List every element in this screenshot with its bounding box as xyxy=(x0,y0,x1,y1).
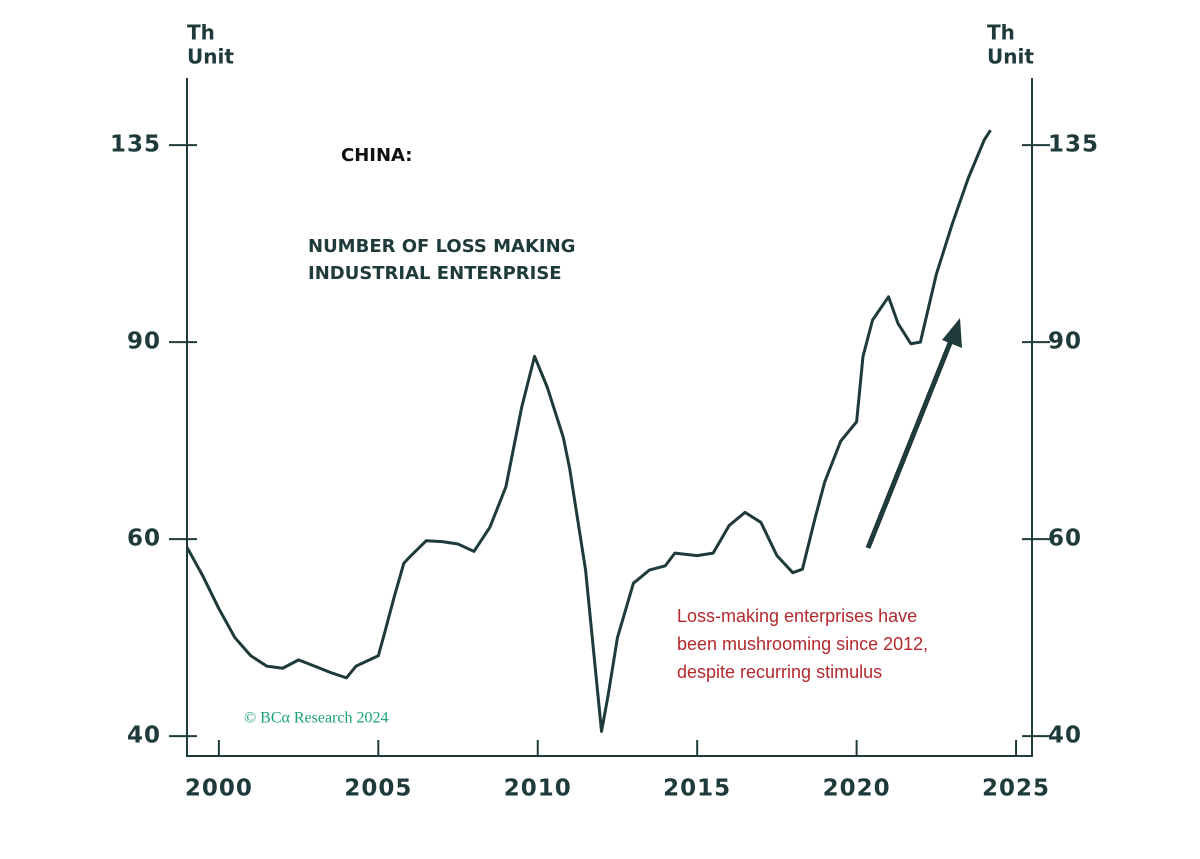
x-tick-label: 2005 xyxy=(344,776,412,802)
arrow-head xyxy=(942,318,962,348)
chart-title: CHINA: xyxy=(341,145,413,166)
y2-tick-label: 135 xyxy=(1048,132,1099,158)
y-label: Unit xyxy=(187,45,234,69)
y2-tick-label: 40 xyxy=(1048,723,1082,749)
x-tick-label: 2015 xyxy=(663,776,731,802)
annotation: Loss-making enterprises have xyxy=(677,606,917,626)
y2-tick-label: 90 xyxy=(1048,329,1082,355)
data-line xyxy=(185,129,992,733)
y2-label: Th xyxy=(987,21,1015,45)
axes xyxy=(186,78,1033,757)
subtitle: NUMBER OF LOSS MAKING xyxy=(308,236,575,257)
y-tick-label: 135 xyxy=(110,132,161,158)
y2-label: Unit xyxy=(987,45,1034,69)
source: © BCα Research 2024 xyxy=(244,710,389,727)
x-tick-label: 2025 xyxy=(982,776,1050,802)
trend-arrow xyxy=(865,318,962,549)
arrow-shaft xyxy=(865,337,955,549)
y-tick-label: 90 xyxy=(127,329,161,355)
annotation: been mushrooming since 2012, xyxy=(677,634,928,654)
annotation: despite recurring stimulus xyxy=(677,662,882,682)
x-tick-label: 2020 xyxy=(823,776,891,802)
y-label: Th xyxy=(187,21,215,45)
y-tick-label: 60 xyxy=(127,526,161,552)
subtitle: INDUSTRIAL ENTERPRISE xyxy=(308,263,562,284)
x-tick-label: 2000 xyxy=(185,776,253,802)
y-tick-label: 40 xyxy=(127,723,161,749)
y2-tick-label: 60 xyxy=(1048,526,1082,552)
x-tick-label: 2010 xyxy=(504,776,572,802)
